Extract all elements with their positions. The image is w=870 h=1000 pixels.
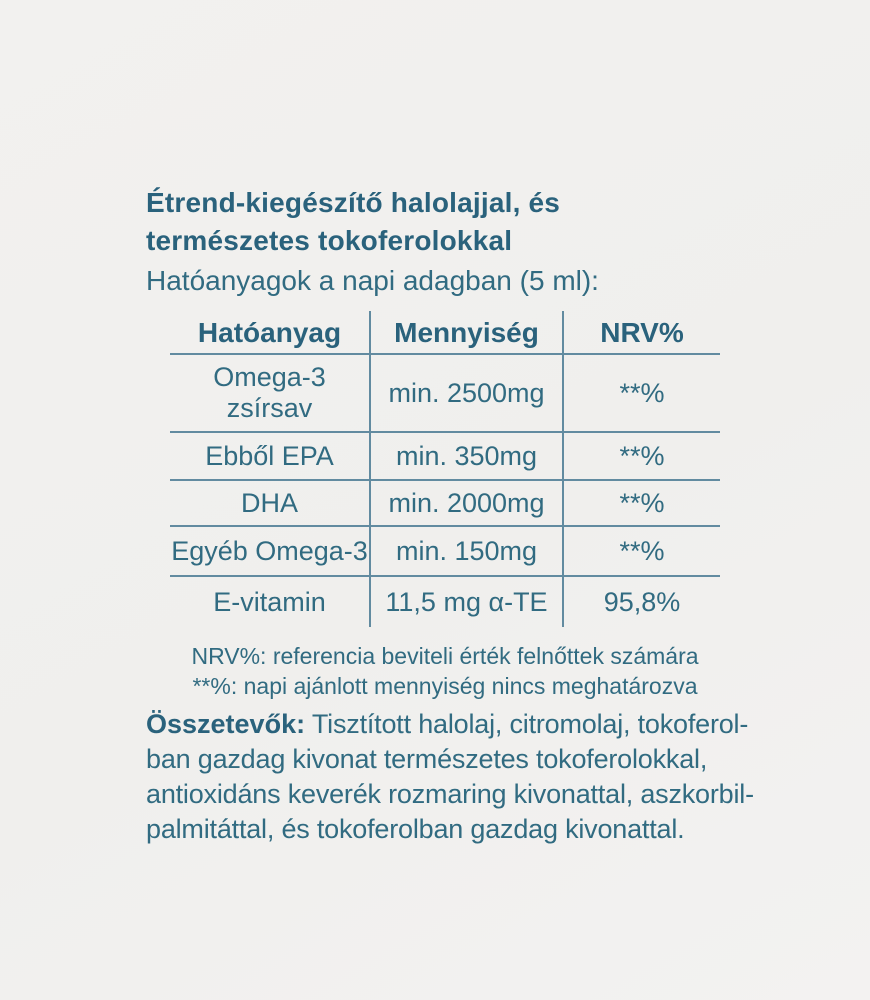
serving-info: Hatóanyagok a napi adagban (5 ml): [146, 265, 599, 296]
product-title-line2: természetes tokoferolokkal [146, 225, 513, 256]
row-epa-amount: min. 350mg [371, 433, 564, 481]
row-other-omega3-amount: min. 150mg [371, 527, 564, 577]
row-dha-name: DHA [170, 481, 371, 527]
column-header-amount: Mennyiség [371, 311, 564, 355]
product-title-line1: Étrend-kiegészítő halolajjal, és [146, 187, 561, 218]
product-title: Étrend-kiegészítő halolajjal, és termész… [146, 184, 560, 260]
ingredients-label: Összetevők: [146, 709, 306, 739]
ingredients-line1: Összetevők: Tisztított halolaj, citromol… [146, 709, 749, 739]
row-vitamin-e-nrv: 95,8% [603, 586, 681, 617]
row-epa-nrv: **% [564, 433, 720, 481]
row-vitamin-e-amount: 11,5 mg α-TE [371, 577, 564, 627]
nutrition-table: Hatóanyag Mennyiség NRV% Omega-3 zsírsav… [170, 311, 720, 627]
row-epa-name: Ebből EPA [170, 433, 371, 481]
column-header-ingredient: Hatóanyag [170, 311, 371, 355]
row-other-omega3-nrv: **% [564, 527, 720, 577]
ingredients-paragraph: Összetevők: Tisztított halolaj, citromol… [146, 707, 754, 847]
table-footnotes: NRV%: referencia beviteli érték felnőtte… [170, 641, 720, 701]
row-other-omega3-name: Egyéb Omega-3 [170, 527, 371, 577]
row-dha-nrv: **% [564, 481, 720, 527]
row-dha-amount: min. 2000mg [371, 481, 564, 527]
ingredients-line4: palmitáttal, és tokoferolban gazdag kivo… [146, 814, 685, 844]
column-header-nrv: NRV% [564, 311, 720, 355]
row-omega3-nrv: **% [564, 355, 720, 433]
row-vitamin-e-name: E-vitamin [170, 577, 371, 627]
nrv-footnote: NRV%: referencia beviteli érték felnőtte… [191, 643, 699, 669]
row-omega3-name: Omega-3 zsírsav [170, 355, 371, 433]
ingredients-line3: antioxidáns keverék rozmaring kivonattal… [146, 779, 754, 809]
ingredients-line2: ban gazdag kivonat természetes tokoferol… [146, 744, 708, 774]
asterisk-footnote: **%: napi ajánlott mennyiség nincs megha… [192, 673, 698, 699]
row-omega3-amount: min. 2500mg [371, 355, 564, 433]
